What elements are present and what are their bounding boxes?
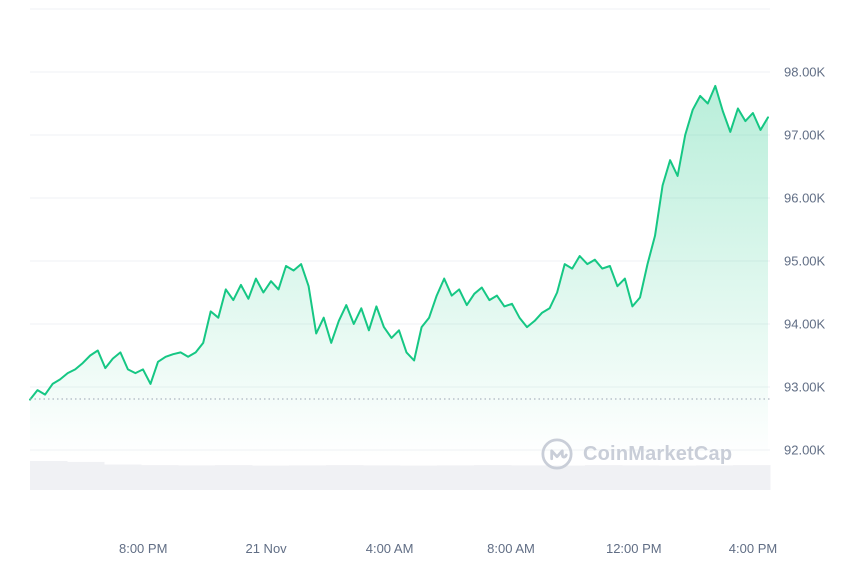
volume-bar [474, 465, 512, 490]
y-axis-label: 97.00K [784, 128, 826, 143]
volume-bar [733, 465, 771, 490]
volume-bar [178, 465, 216, 490]
volume-bar [585, 465, 623, 490]
y-axis-label: 96.00K [784, 191, 826, 206]
volume-bar [437, 465, 475, 490]
x-axis-label: 12:00 PM [606, 541, 662, 556]
volume-bar [252, 465, 290, 490]
volume-bar [696, 465, 734, 490]
volume-bar [30, 461, 68, 490]
volume-bar [659, 465, 697, 490]
volume-bar [548, 465, 586, 490]
volume-bar [326, 465, 364, 490]
y-axis-label: 95.00K [784, 254, 826, 269]
x-axis-label: 21 Nov [245, 541, 287, 556]
x-axis-label: 4:00 AM [366, 541, 414, 556]
x-axis-label: 8:00 PM [119, 541, 167, 556]
volume-bar [67, 461, 105, 490]
volume-bar [215, 465, 253, 490]
volume-bar [622, 465, 660, 490]
x-axis-label: 4:00 PM [729, 541, 777, 556]
volume-bar [511, 465, 549, 490]
y-axis-label: 92.00K [784, 443, 826, 458]
volume-bar [400, 465, 438, 490]
price-area-fill [30, 85, 768, 459]
volume-bar [289, 465, 327, 490]
volume-bar [141, 465, 179, 490]
x-axis-label: 8:00 AM [487, 541, 535, 556]
y-axis-label: 94.00K [784, 317, 826, 332]
price-line [29, 84, 769, 401]
y-axis-label: 93.00K [784, 380, 826, 395]
y-axis-label: 98.00K [784, 65, 826, 80]
volume-bar [363, 465, 401, 490]
volume-bar [104, 464, 142, 490]
